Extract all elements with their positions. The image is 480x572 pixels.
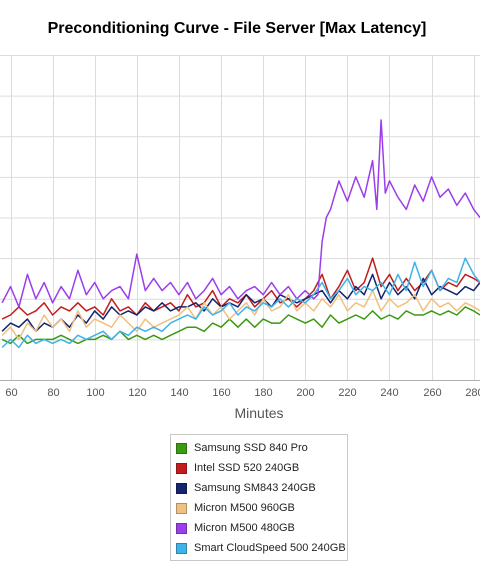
legend-label: Smart CloudSpeed 500 240GB (194, 542, 346, 554)
grid (0, 55, 480, 381)
x-tick-label: 60 (5, 387, 17, 399)
legend-swatch (176, 442, 187, 454)
series-line-1 (1, 257, 480, 320)
x-tick-label: 220 (338, 387, 356, 399)
legend-swatch (176, 542, 187, 554)
x-tick-label: 200 (296, 387, 314, 399)
legend-item: Samsung SSD 840 Pro (171, 438, 347, 458)
x-tick-label: 240 (380, 387, 398, 399)
x-tick-label: 100 (86, 387, 104, 399)
legend-swatch (176, 502, 187, 514)
legend-item: Micron M500 960GB (171, 498, 347, 518)
legend-label: Micron M500 960GB (194, 502, 295, 514)
legend-item: Smart CloudSpeed 500 240GB (171, 538, 347, 558)
x-tick-label: 120 (128, 387, 146, 399)
series-line-5 (1, 257, 480, 349)
chart-title: Preconditioning Curve - File Server [Max… (47, 20, 427, 37)
x-tick-label: 260 (423, 387, 441, 399)
series-line-3 (1, 289, 480, 341)
chart-plot: 60 80 100 120 140 160 180 200 220 240 260 280 Minut… (0, 55, 480, 421)
x-tick-label: 160 (212, 387, 230, 399)
legend-swatch (176, 462, 187, 474)
x-tick-label: 140 (170, 387, 188, 399)
legend-label: Samsung SM843 240GB (194, 482, 316, 494)
x-tick-label: 280 (465, 387, 480, 399)
legend-swatch (176, 522, 187, 534)
series-group (1, 119, 480, 349)
x-tick-labels: 60 80 100 120 140 160 180 200 220 240 260 280 (5, 387, 480, 399)
series-line-4 (1, 119, 480, 308)
legend-item: Micron M500 480GB (171, 518, 347, 538)
series-line-0 (1, 306, 480, 345)
x-tick-label: 180 (254, 387, 272, 399)
legend-item: Intel SSD 520 240GB (171, 458, 347, 478)
legend-label: Micron M500 480GB (194, 522, 295, 534)
legend-label: Intel SSD 520 240GB (194, 462, 300, 474)
legend-item: Samsung SM843 240GB (171, 478, 347, 498)
x-tick-label: 80 (47, 387, 59, 399)
legend: Samsung SSD 840 Pro Intel SSD 520 240GB Sa… (170, 434, 348, 561)
legend-label: Samsung SSD 840 Pro (194, 442, 308, 454)
legend-swatch (176, 482, 187, 494)
x-axis-label: Minutes (234, 405, 283, 421)
